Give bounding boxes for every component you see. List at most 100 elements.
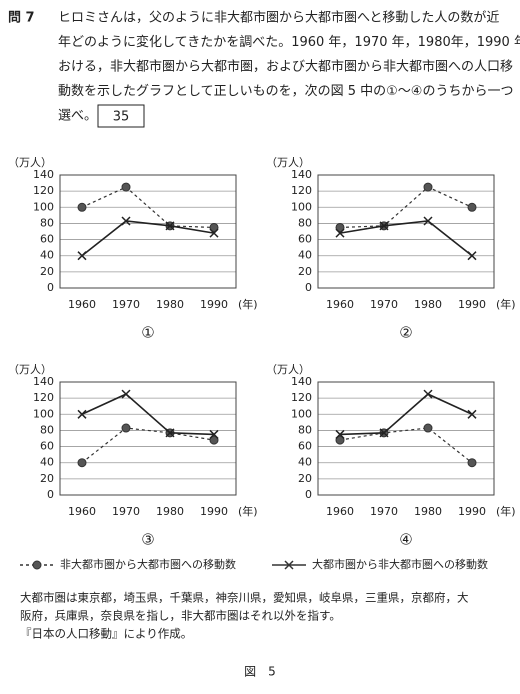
y-tick-label: 40: [40, 456, 54, 469]
y-tick-label: 80: [298, 216, 312, 229]
y-tick-label: 100: [291, 407, 312, 420]
y-tick-label: 60: [298, 440, 312, 453]
y-tick-label: 120: [33, 391, 54, 404]
legend-marker: [32, 560, 42, 570]
data-point: [335, 435, 345, 445]
y-tick-label: 20: [298, 472, 312, 485]
x-tick-label: 1970: [370, 298, 398, 311]
y-tick-label: 100: [33, 407, 54, 420]
question-number: 問 7: [8, 11, 35, 26]
series-line: [339, 186, 473, 229]
y-tick-label: 0: [305, 281, 312, 294]
question-line: 年どのように変化してきたかを調べた。1960 年，1970 年，1980年，19…: [58, 34, 520, 50]
note-line: 『日本の人口移動』により作成。: [20, 627, 192, 641]
data-point: [121, 423, 131, 433]
plot-frame: [59, 174, 237, 289]
data-point: [335, 228, 345, 238]
chart-caption: ④: [399, 531, 412, 549]
y-axis-label: （万人）: [266, 156, 310, 169]
y-tick-label: 140: [33, 168, 54, 181]
data-point: [121, 389, 131, 399]
data-point: [77, 251, 87, 261]
answer-box-label: 35: [113, 110, 130, 125]
legend-label: 非大都市圏から大都市圏への移動数: [60, 557, 236, 571]
y-tick-label: 120: [291, 391, 312, 404]
data-point: [209, 222, 219, 232]
data-point: [423, 423, 433, 433]
data-point: [77, 458, 87, 468]
series-line: [81, 393, 215, 436]
data-point: [467, 458, 477, 468]
data-point: [379, 221, 389, 231]
data-point: [379, 428, 389, 438]
chart-caption: ①: [141, 324, 154, 342]
y-tick-label: 100: [33, 200, 54, 213]
y-tick-label: 60: [298, 233, 312, 246]
question-line: ヒロミさんは，父のように非大都市圏から大都市圏へと移動した人の数が近: [58, 10, 499, 26]
y-tick-label: 0: [47, 488, 54, 501]
plot-frame: [59, 381, 237, 496]
x-tick-label: 1980: [156, 505, 184, 518]
y-tick-label: 40: [298, 249, 312, 262]
legend-marker: [284, 560, 294, 570]
y-axis-label: （万人）: [8, 363, 52, 376]
data-point: [165, 221, 175, 231]
series-line: [81, 220, 215, 257]
x-tick-label: 1960: [326, 505, 354, 518]
y-tick-label: 80: [40, 423, 54, 436]
y-tick-label: 40: [40, 249, 54, 262]
y-axis-label: （万人）: [8, 156, 52, 169]
x-tick-label: 1970: [370, 505, 398, 518]
y-tick-label: 140: [291, 375, 312, 388]
x-tick-label: 1990: [200, 298, 228, 311]
data-point: [467, 251, 477, 261]
x-tick-label: 1980: [414, 505, 442, 518]
plot-frame: [317, 381, 495, 496]
chart-caption: ②: [399, 324, 412, 342]
data-point: [423, 182, 433, 192]
y-tick-label: 0: [305, 488, 312, 501]
y-axis-label: （万人）: [266, 363, 310, 376]
y-tick-label: 40: [298, 456, 312, 469]
x-axis-unit: (年): [238, 504, 258, 518]
question-line: おける，非大都市圏から大都市圏，および大都市圏から非大都市圏への人口移: [58, 59, 513, 75]
y-tick-label: 80: [298, 423, 312, 436]
data-point: [467, 409, 477, 419]
x-tick-label: 1990: [458, 505, 486, 518]
series-line: [81, 186, 215, 229]
y-tick-label: 140: [33, 375, 54, 388]
figure-caption: 図 5: [244, 665, 276, 679]
x-axis-unit: (年): [496, 504, 516, 518]
data-point: [77, 409, 87, 419]
y-tick-label: 20: [40, 472, 54, 485]
data-point: [335, 222, 345, 232]
y-tick-label: 120: [33, 184, 54, 197]
x-tick-label: 1960: [68, 505, 96, 518]
data-point: [335, 429, 345, 439]
data-point: [209, 228, 219, 238]
y-tick-label: 60: [40, 440, 54, 453]
x-tick-label: 1990: [200, 505, 228, 518]
series-line: [81, 427, 215, 464]
series-line: [339, 393, 473, 436]
series-line: [339, 427, 473, 464]
y-tick-label: 20: [40, 265, 54, 278]
x-tick-label: 1980: [156, 298, 184, 311]
y-tick-label: 20: [298, 265, 312, 278]
data-point: [165, 428, 175, 438]
answer-box: [97, 104, 145, 128]
data-point: [77, 202, 87, 212]
x-tick-label: 1960: [68, 298, 96, 311]
data-point: [121, 182, 131, 192]
plot-frame: [317, 174, 495, 289]
question-line: 選べ。: [58, 109, 97, 124]
x-axis-unit: (年): [238, 297, 258, 311]
x-tick-label: 1990: [458, 298, 486, 311]
data-point: [209, 435, 219, 445]
legend-label: 大都市圏から非大都市圏への移動数: [312, 557, 488, 571]
y-tick-label: 140: [291, 168, 312, 181]
y-tick-label: 0: [47, 281, 54, 294]
y-tick-label: 60: [40, 233, 54, 246]
